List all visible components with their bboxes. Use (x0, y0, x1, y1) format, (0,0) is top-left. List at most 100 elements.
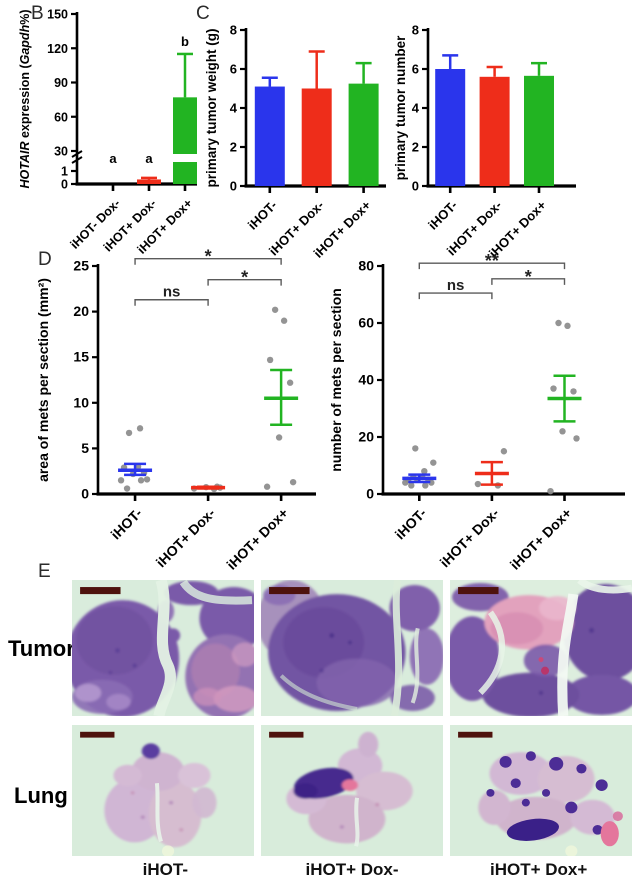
significance-label: * (205, 247, 212, 267)
histology-lung-ihot-plus-dox-minus (261, 725, 443, 856)
tissue-gap (557, 593, 579, 716)
data-point (422, 482, 429, 489)
data-point (474, 480, 482, 488)
y-tick-label: 6 (230, 62, 237, 77)
significance-letter: a (145, 151, 153, 166)
y-tick-label: 5 (81, 440, 89, 456)
y-tick-label: 4 (230, 101, 238, 116)
y-axis-label: number of mets per section (328, 288, 344, 472)
bar (173, 97, 197, 184)
row-label-tumor: Tumor (8, 636, 75, 661)
y-tick-label: 0 (366, 486, 374, 502)
histology-tumor-ihot-minus (72, 580, 254, 716)
hemorrhage-spot (538, 657, 544, 663)
hemorrhage-spot (612, 811, 623, 822)
y-tick-label: 0 (230, 179, 237, 194)
category-label: iHOT+ Dox- (437, 505, 503, 571)
tissue-gap (354, 797, 360, 847)
data-point (547, 487, 554, 495)
metastasis-nodules (486, 751, 608, 835)
data-point (412, 445, 419, 452)
y-tick-label: 30 (54, 145, 68, 159)
significance-label: * (525, 267, 532, 287)
significance-bracket (207, 278, 282, 286)
y-tick-label: 10 (73, 394, 89, 410)
scale-bar (458, 731, 493, 738)
bar-break-gap (172, 154, 198, 162)
y-tick-label: 60 (358, 315, 374, 331)
category-label: iHOT+ Dox+ (507, 505, 575, 573)
axis-break (71, 150, 83, 158)
category-label: iHOT+ Dox- (153, 505, 219, 571)
data-point (559, 428, 566, 435)
histology-grid (72, 580, 632, 856)
bar (348, 83, 379, 186)
y-tick-label: 8 (230, 23, 237, 38)
tissue-section (261, 580, 443, 711)
data-point (550, 385, 557, 392)
data-point (573, 435, 580, 442)
y-tick-label: 4 (412, 101, 420, 116)
y-tick-label: 8 (412, 23, 419, 38)
data-point (570, 388, 577, 395)
column-labels: iHOT- iHOT+ Dox- iHOT+ Dox+ (72, 860, 632, 880)
data-point (263, 483, 271, 490)
bar (137, 179, 161, 184)
histology-tumor-ihot-plus-dox-minus (261, 580, 443, 716)
y-tick-label: 20 (358, 429, 374, 445)
hemorrhage-spot (600, 821, 619, 847)
y-tick-label: 6 (412, 62, 419, 77)
y-tick-label: 120 (47, 42, 68, 56)
significance-label: * (241, 268, 248, 288)
data-point (286, 379, 294, 386)
chart-area-of-mets: 0 5 10 15 20 25 area of mets per section (mm²)… (35, 247, 316, 573)
bar (524, 75, 554, 186)
col-label-ihot-plus-dox-minus: iHOT+ Dox- (305, 860, 399, 879)
y-tick-label: 150 (47, 8, 68, 22)
axis-break (71, 156, 83, 164)
y-tick-label: 15 (73, 349, 89, 365)
hemorrhage-spot (541, 666, 550, 675)
chart-hotair-expression: 01 30 60 90 120 150 HOTAIR expression (Gapdh%)… (18, 8, 198, 257)
data-point (430, 459, 437, 466)
data-point (143, 476, 151, 483)
panel-e-label: E (38, 561, 51, 582)
histology-panel: iHOT- iHOT+ Dox- iHOT+ Dox+ (72, 580, 632, 880)
significance-label: ns (163, 284, 181, 301)
panel-b-label: B (31, 3, 44, 24)
tissue-section (104, 743, 217, 848)
data-point (136, 425, 144, 432)
panel-c-label: C (196, 3, 210, 24)
significance-label: ns (447, 277, 465, 294)
bar (479, 76, 510, 186)
chart-number-of-mets: 0 20 40 60 80 number of mets per section iHOT-… (328, 251, 625, 573)
y-axis-label: primary tumor weight (g) (204, 28, 219, 187)
significance-letter: a (109, 151, 117, 166)
data-point (280, 317, 288, 324)
y-tick-label: 1 (61, 165, 68, 179)
significance-bracket (134, 299, 209, 306)
data-point (408, 482, 415, 489)
histology-lung-ihot-minus (72, 725, 254, 856)
tissue-section (286, 731, 413, 844)
category-label: iHOT+ Dox+ (223, 505, 291, 573)
y-axis-label: HOTAIR expression (Gapdh%) (18, 10, 32, 189)
panel-d-label: D (38, 249, 52, 270)
bar (435, 69, 466, 186)
significance-bracket (491, 278, 566, 285)
y-tick-label: 25 (73, 258, 89, 274)
significance-letter: b (181, 34, 189, 49)
tissue-gap (279, 674, 358, 711)
tissue-gap (478, 610, 506, 695)
histology-lung-ihot-plus-dox-plus (450, 725, 632, 856)
col-label-ihot-plus-dox-plus: iHOT+ Dox+ (490, 860, 588, 879)
y-axis-label: primary tumor number (393, 35, 408, 181)
tissue-gap (179, 580, 253, 605)
y-tick-label: 2 (412, 140, 419, 155)
y-tick-label: 2 (230, 140, 237, 155)
scale-bar (458, 587, 499, 595)
metastasis-mass (506, 818, 559, 841)
category-label: iHOT- (107, 505, 145, 543)
